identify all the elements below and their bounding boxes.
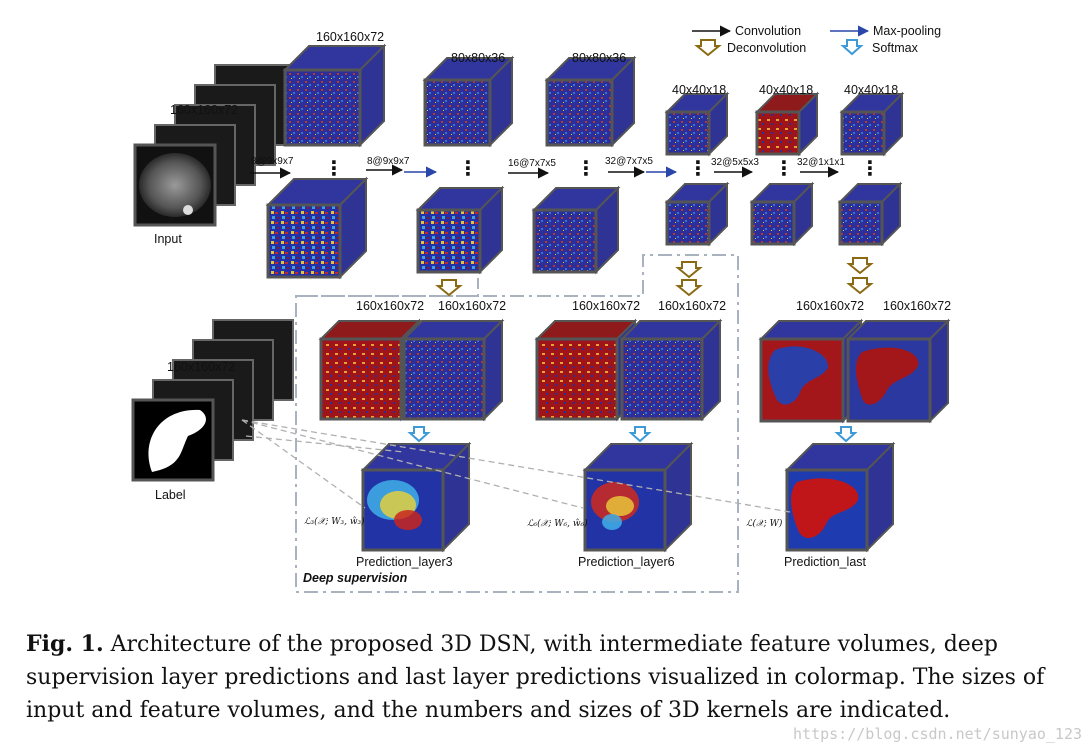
- label-volume: [131, 319, 294, 482]
- kernel-label-6: 32@1x1x1: [797, 157, 845, 168]
- ellipsis-stage3a: ⋮: [688, 158, 708, 180]
- stage2b-size-label: 80x80x36: [572, 51, 626, 65]
- stage3c-volume-top: [839, 91, 905, 157]
- ellipsis-stage3c: ⋮: [860, 158, 880, 180]
- loss-connectors: [241, 419, 791, 513]
- legend-softmax: Softmax: [872, 41, 919, 55]
- softmax-arrow: [834, 426, 858, 443]
- stage2a-volume-top: [422, 55, 515, 148]
- deconvolution-arrow: [675, 261, 703, 279]
- stage2b-volume-bottom: [531, 185, 621, 275]
- feature-volumes: [131, 43, 951, 553]
- prediction-layer3-label: Prediction_layer3: [356, 555, 453, 569]
- layer6-deconv-volume-a: [534, 318, 638, 422]
- stage1-size-label: 160x160x72: [316, 30, 384, 44]
- kernel-label-1: 8@9x9x7: [251, 156, 294, 167]
- layer3-deconv-size-a: 160x160x72: [356, 299, 424, 313]
- label-name-label: Label: [155, 488, 186, 502]
- last-deconv-volume-b: [845, 318, 951, 424]
- input-volume: [133, 64, 296, 227]
- input-size-label: 160x160x72: [170, 103, 238, 117]
- ellipsis-stage3b: ⋮: [774, 158, 794, 180]
- layer6-deconv-size-b: 160x160x72: [658, 299, 726, 313]
- deconvolution-arrow: [846, 257, 874, 275]
- prediction-last-volume: [784, 441, 896, 553]
- last-deconv-size-b: 160x160x72: [883, 299, 951, 313]
- layer3-deconv-volume-b: [401, 318, 505, 422]
- stage3b-volume-top: [754, 91, 820, 157]
- legend: Convolution Max-pooling Deconvolution So…: [692, 24, 941, 55]
- stage1-volume-bottom: [265, 176, 369, 280]
- stage1-volume-top: [282, 43, 387, 148]
- stage3a-volume-top: [664, 91, 730, 157]
- stage3b-size-label: 40x40x18: [759, 83, 813, 97]
- stage3b-volume-bottom: [749, 181, 815, 247]
- stage2a-volume-bottom: [415, 185, 505, 275]
- hollow-arrows: [407, 39, 874, 443]
- kernel-label-3: 16@7x7x5: [508, 158, 556, 169]
- prediction-last-label: Prediction_last: [784, 555, 867, 569]
- deep-supervision-box: [295, 254, 739, 593]
- last-deconv-size-a: 160x160x72: [796, 299, 864, 313]
- deconvolution-arrow: [675, 279, 703, 297]
- input-name-label: Input: [154, 232, 182, 246]
- architecture-diagram: Convolution Max-pooling Deconvolution So…: [131, 24, 951, 593]
- stage3c-size-label: 40x40x18: [844, 83, 898, 97]
- deconvolution-arrow: [435, 279, 463, 297]
- stage3a-volume-bottom: [664, 181, 730, 247]
- layer3-deconv-size-b: 160x160x72: [438, 299, 506, 313]
- layer6-deconv-size-a: 160x160x72: [572, 299, 640, 313]
- kernel-label-2: 8@9x9x7: [367, 156, 410, 167]
- loss-layer6: ℒ₆(𝒳; W₆, ŵ₆): [527, 518, 588, 529]
- ellipsis-stage1: ⋮: [324, 158, 344, 180]
- prediction-layer3-volume: [360, 441, 472, 553]
- stage2a-size-label: 80x80x36: [451, 51, 505, 65]
- layer6-deconv-volume-b: [619, 318, 723, 422]
- stage2b-volume-top: [544, 55, 637, 148]
- kernel-label-4: 32@7x7x5: [605, 156, 653, 167]
- loss-last: ℒ(𝒳; W): [746, 518, 783, 529]
- caption-text: Architecture of the proposed 3D DSN, wit…: [26, 632, 1045, 723]
- softmax-arrow: [628, 426, 652, 443]
- label-size-label: 160x160x72: [167, 360, 235, 374]
- softmax-arrow: [840, 39, 864, 56]
- deconvolution-arrow: [846, 277, 874, 295]
- deconvolution-arrow: [694, 39, 722, 57]
- kernel-label-5: 32@5x5x3: [711, 157, 759, 168]
- legend-max-pooling: Max-pooling: [873, 24, 941, 38]
- ellipsis-stage2a: ⋮: [458, 158, 478, 180]
- prediction-layer6-volume: [582, 441, 694, 553]
- last-deconv-volume-a: [758, 318, 864, 424]
- softmax-arrow: [407, 426, 431, 443]
- legend-deconvolution: Deconvolution: [727, 41, 806, 55]
- stage3c-volume-bottom: [837, 181, 903, 247]
- figure-caption: Fig. 1. Architecture of the proposed 3D …: [26, 628, 1076, 727]
- caption-fig-label: Fig. 1.: [26, 631, 104, 657]
- deep-supervision-label: Deep supervision: [303, 571, 408, 585]
- loss-layer3: ℒ₃(𝒳; W₃, ŵ₃): [304, 516, 365, 527]
- prediction-layer6-label: Prediction_layer6: [578, 555, 675, 569]
- legend-convolution: Convolution: [735, 24, 801, 38]
- stage3a-size-label: 40x40x18: [672, 83, 726, 97]
- watermark: https://blog.csdn.net/sunyao_123: [793, 725, 1082, 743]
- ellipsis-stage2b: ⋮: [576, 158, 596, 180]
